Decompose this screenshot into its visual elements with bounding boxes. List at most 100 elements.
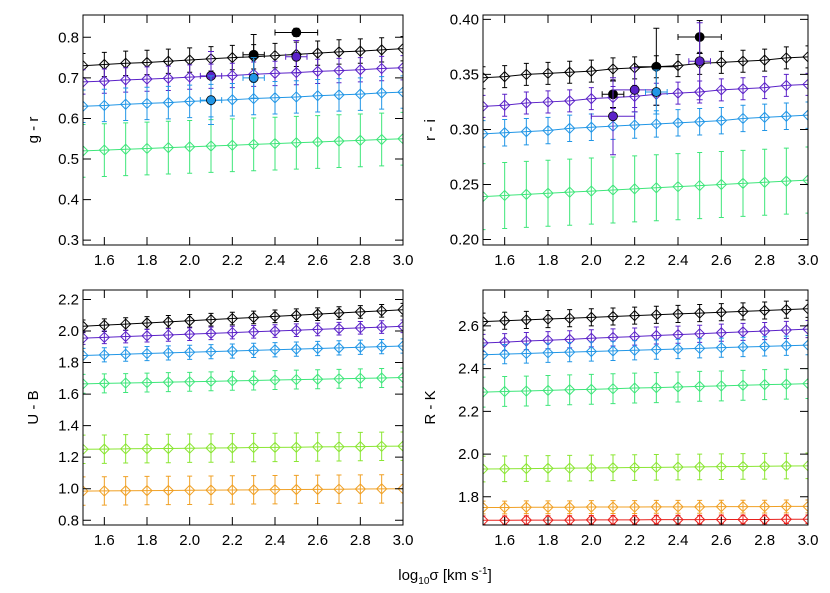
marker (802, 460, 808, 472)
marker (162, 484, 175, 497)
marker (397, 42, 403, 55)
error-bar (165, 372, 171, 393)
error-bar (697, 370, 703, 402)
error-bar (675, 109, 681, 137)
error-bar (653, 154, 659, 222)
error-bar (144, 328, 150, 343)
marker (693, 461, 706, 473)
marker (375, 321, 388, 333)
plot-frame (482, 289, 809, 526)
marker (375, 305, 388, 317)
marker (542, 347, 554, 359)
error-bar (718, 499, 724, 514)
x-tick-label: 2.2 (222, 252, 243, 269)
error-bar (483, 312, 486, 331)
marker (483, 128, 489, 140)
error-bar (805, 320, 808, 339)
error-bar (251, 432, 257, 463)
marker (737, 500, 749, 513)
error-bar (272, 432, 278, 463)
marker (563, 462, 576, 474)
marker (693, 501, 706, 513)
marker (563, 346, 576, 358)
error-bar (740, 77, 746, 101)
marker (205, 327, 217, 340)
marker (693, 179, 706, 192)
marker (498, 70, 511, 83)
series-line (483, 179, 808, 198)
error-bar (762, 369, 768, 401)
marker (397, 86, 403, 98)
marker (607, 310, 619, 323)
x-tick-label: 1.8 (137, 252, 158, 269)
marker (563, 312, 576, 324)
error-bar (315, 307, 321, 321)
series-line (83, 488, 403, 492)
error-bar (567, 374, 573, 406)
error-bar (675, 371, 681, 403)
marker (758, 500, 771, 513)
error-bar (400, 75, 403, 109)
series-line (483, 465, 808, 470)
marker (737, 379, 749, 391)
marker (563, 514, 576, 525)
marker (672, 381, 684, 393)
marker (397, 440, 403, 452)
error-bar (336, 368, 342, 389)
error-bar (144, 86, 150, 121)
marker (269, 49, 281, 62)
error-bar (357, 368, 363, 389)
marker (802, 377, 808, 390)
marker (585, 501, 598, 513)
marker (290, 343, 303, 355)
marker (802, 51, 808, 63)
marker (162, 96, 175, 109)
error-bar (483, 163, 486, 231)
error-bar (523, 117, 529, 146)
marker (375, 372, 388, 384)
marker (483, 337, 489, 349)
marker (98, 377, 111, 390)
error-bar (523, 343, 529, 364)
error-bar (251, 310, 257, 325)
error-bar (336, 114, 342, 169)
marker (141, 73, 153, 85)
marker (205, 484, 217, 496)
error-bar (357, 474, 363, 504)
error-bar (336, 432, 342, 462)
marker (520, 314, 533, 326)
error-bar (718, 453, 724, 480)
observed-point (694, 56, 705, 67)
marker (672, 308, 684, 320)
marker (802, 500, 808, 513)
marker (542, 124, 554, 137)
error-bar (144, 475, 150, 506)
error-bar (315, 474, 321, 505)
x-tick-label: 2.2 (624, 252, 645, 269)
marker (226, 375, 239, 387)
marker (247, 344, 260, 357)
error-bar (336, 321, 342, 336)
marker (183, 442, 196, 454)
marker (333, 64, 345, 77)
marker (311, 308, 324, 320)
marker (397, 483, 403, 495)
marker (333, 307, 345, 319)
marker (563, 95, 576, 107)
x-tick-label: 2.6 (307, 532, 328, 549)
error-bar (762, 48, 768, 72)
marker (672, 87, 684, 99)
marker (520, 501, 533, 513)
error-bar (502, 455, 508, 483)
marker (780, 340, 793, 352)
x-tick-label: 3.0 (393, 532, 414, 549)
error-bar (123, 373, 129, 394)
marker (83, 332, 89, 344)
marker (311, 323, 324, 336)
marker (520, 347, 533, 360)
error-bar (740, 514, 746, 525)
marker (141, 317, 153, 329)
marker (226, 484, 239, 496)
y-tick-label: 0.3 (58, 232, 79, 249)
marker (607, 501, 619, 513)
